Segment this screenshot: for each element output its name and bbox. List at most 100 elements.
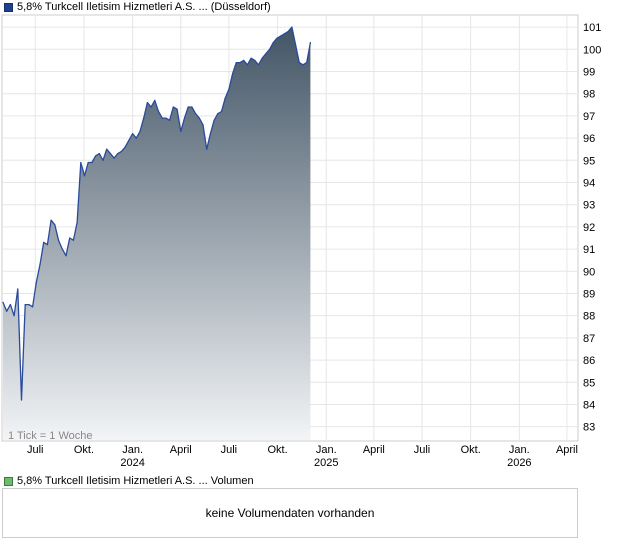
price-point	[309, 42, 311, 44]
x-tick-label: Okt.	[74, 444, 94, 456]
price-point	[302, 64, 304, 66]
x-tick-label: Jan.	[122, 444, 143, 456]
price-chart: 83 84 85 86 87 88 89 90 91 92 93 94 95 96 97 98 99 100 101…	[1, 14, 601, 469]
price-point	[239, 62, 241, 64]
price-point	[283, 33, 285, 35]
price-point	[2, 301, 4, 303]
price-point	[46, 244, 49, 246]
x-tick-label: Juli	[414, 444, 431, 456]
y-tick-label: 86	[583, 355, 595, 367]
x-tick-label: Jan.	[509, 444, 530, 456]
price-point	[106, 148, 108, 150]
price-point	[76, 221, 78, 224]
price-point	[102, 159, 104, 161]
y-tick-label: 96	[583, 133, 595, 145]
price-point	[24, 304, 26, 306]
price-point	[298, 62, 300, 64]
price-point	[280, 35, 282, 37]
price-point	[269, 48, 271, 50]
price-point	[39, 264, 41, 266]
y-tick-label: 95	[583, 155, 595, 167]
price-point	[250, 57, 252, 59]
y-tick-label: 98	[583, 89, 595, 101]
price-point	[243, 59, 245, 62]
price-point	[91, 161, 93, 164]
y-tick-label: 90	[583, 266, 595, 278]
x-tick-label: April	[170, 444, 192, 456]
y-tick-label: 100	[583, 44, 601, 56]
volume-empty-message: keine Volumendaten vorhanden	[205, 506, 375, 520]
price-point	[176, 108, 178, 110]
price-point	[117, 153, 119, 155]
y-axis: 83 84 85 86 87 88 89 90 91 92 93 94 95 96 97 98 99 100 101	[583, 22, 601, 434]
price-point	[124, 146, 126, 148]
y-tick-label: 101	[583, 22, 601, 34]
price-point	[157, 110, 160, 113]
price-point	[213, 119, 215, 121]
price-point	[72, 239, 74, 241]
y-tick-label: 87	[583, 333, 595, 345]
y-tick-label: 91	[583, 244, 595, 256]
price-point	[191, 106, 193, 108]
price-point	[31, 306, 34, 308]
volume-legend: 5,8% Turkcell Iletisim Hizmetleri A.S. .…	[4, 474, 254, 488]
price-point	[246, 64, 248, 66]
price-point	[198, 117, 200, 119]
x-tick-label: Okt.	[461, 444, 481, 456]
price-point	[17, 288, 19, 290]
price-point	[295, 44, 297, 46]
price-point	[306, 62, 308, 64]
price-point	[128, 139, 130, 141]
x-tick-year: 2024	[120, 457, 144, 469]
x-tick-label: Juli	[221, 444, 238, 456]
price-point	[276, 37, 278, 39]
price-point	[50, 219, 52, 221]
price-legend-label: 5,8% Turkcell Iletisim Hizmetleri A.S. .…	[17, 1, 271, 13]
price-point	[150, 106, 152, 108]
y-tick-label: 84	[583, 399, 595, 411]
price-point	[61, 248, 63, 250]
price-point	[146, 102, 148, 104]
price-point	[172, 106, 174, 108]
price-point	[195, 113, 197, 115]
volume-legend-label: 5,8% Turkcell Iletisim Hizmetleri A.S. .…	[17, 475, 254, 487]
y-tick-label: 85	[583, 377, 595, 389]
price-point	[13, 315, 15, 317]
y-tick-label: 89	[583, 288, 595, 300]
price-point	[9, 304, 11, 306]
y-tick-label: 83	[583, 422, 595, 434]
price-point	[154, 99, 156, 101]
x-tick-label: April	[363, 444, 385, 456]
price-point	[98, 153, 100, 155]
price-point	[272, 42, 274, 44]
y-tick-label: 94	[583, 177, 595, 189]
price-point	[6, 310, 8, 312]
price-legend: 5,8% Turkcell Iletisim Hizmetleri A.S. .…	[4, 0, 271, 14]
price-point	[87, 161, 89, 164]
price-point	[291, 26, 293, 28]
x-tick-year: 2025	[314, 457, 338, 469]
price-point	[69, 237, 71, 239]
price-point	[120, 150, 123, 152]
x-tick-label: Juli	[27, 444, 44, 456]
price-point	[287, 30, 289, 33]
price-point	[220, 110, 223, 113]
price-area-fill	[3, 27, 311, 440]
price-point	[257, 64, 260, 66]
y-tick-label: 93	[583, 200, 595, 212]
price-point	[261, 57, 263, 59]
price-point	[143, 117, 145, 119]
price-point	[80, 161, 82, 164]
price-point	[109, 153, 111, 155]
price-point	[169, 119, 171, 121]
y-tick-label: 99	[583, 66, 595, 78]
volume-panel: keine Volumendaten vorhanden	[2, 488, 578, 538]
price-point	[54, 224, 56, 226]
y-tick-label: 97	[583, 111, 595, 123]
price-point	[28, 304, 30, 306]
price-point	[187, 106, 189, 108]
price-point	[183, 117, 186, 119]
price-point	[132, 133, 134, 135]
price-point	[206, 148, 208, 150]
price-point	[113, 157, 115, 159]
